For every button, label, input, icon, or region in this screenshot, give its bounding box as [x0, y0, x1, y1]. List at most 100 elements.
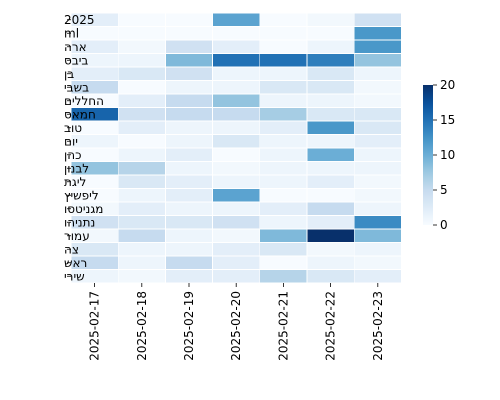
heatmap-cell: [212, 188, 261, 203]
heatmap-cell: [164, 215, 213, 230]
heatmap-cell: [353, 174, 402, 189]
heatmap-cell: [353, 26, 402, 41]
colorbar-tick-label: 10: [440, 148, 455, 162]
heatmap-cell: [212, 269, 261, 284]
heatmap-cell: [212, 12, 261, 27]
heatmap-cell: [353, 66, 402, 81]
heatmap-cell: [353, 242, 402, 257]
heatmap-cell: [164, 53, 213, 68]
heatmap-cell: [259, 12, 308, 27]
y-tick-label: בשבי: [64, 80, 89, 94]
colorbar: 0 5 10 15 20: [423, 78, 455, 232]
heatmap-cell: [212, 215, 261, 230]
heatmap-cell: [353, 161, 402, 176]
heatmap-cell: [259, 66, 308, 81]
heatmap-cell: [306, 39, 355, 54]
heatmap-cell: [306, 242, 355, 257]
heatmap-cell: [353, 39, 402, 54]
heatmap-cell: [117, 26, 166, 41]
heatmap-cells: [70, 12, 402, 284]
heatmap-cell: [212, 120, 261, 135]
heatmap-cell: [212, 201, 261, 216]
heatmap-cell: [117, 93, 166, 108]
heatmap-cell: [164, 161, 213, 176]
heatmap-cell: [117, 107, 166, 122]
heatmap-cell: [353, 107, 402, 122]
x-tick-label: 2025-02-21: [276, 291, 290, 361]
y-tick-labels: 2025mlארהביבסבןבשביהחלליםחמאסטוביוםכהןלב…: [64, 13, 104, 284]
heatmap-cell: [306, 134, 355, 149]
heatmap-cell: [117, 134, 166, 149]
heatmap-cell: [259, 215, 308, 230]
heatmap-cell: [117, 255, 166, 270]
heatmap-cell: [259, 93, 308, 108]
heatmap-cell: [117, 242, 166, 257]
y-tick-label: 2025: [64, 13, 95, 27]
heatmap-cell: [306, 53, 355, 68]
heatmap-cell: [117, 188, 166, 203]
heatmap-cell: [306, 201, 355, 216]
heatmap-cell: [259, 161, 308, 176]
heatmap-cell: [70, 134, 119, 149]
heatmap-cell: [306, 66, 355, 81]
colorbar-tick-label: 20: [440, 78, 455, 92]
y-tick-label: צה: [64, 242, 79, 256]
heatmap-cell: [212, 242, 261, 257]
heatmap-cell: [164, 66, 213, 81]
heatmap-cell: [353, 228, 402, 243]
heatmap-cell: [353, 134, 402, 149]
heatmap-cell: [306, 269, 355, 284]
heatmap-cell: [164, 80, 213, 95]
heatmap-cell: [353, 80, 402, 95]
heatmap-cell: [164, 242, 213, 257]
heatmap-cell: [259, 255, 308, 270]
heatmap-cell: [259, 201, 308, 216]
y-tick-label: ליפשיץ: [64, 188, 99, 202]
heatmap-cell: [306, 228, 355, 243]
y-tick-label: מגניטסו: [64, 202, 103, 216]
heatmap-cell: [117, 12, 166, 27]
heatmap-cell: [259, 80, 308, 95]
heatmap-cell: [164, 26, 213, 41]
heatmap-cell: [164, 93, 213, 108]
heatmap-cell: [353, 147, 402, 162]
heatmap-cell: [212, 66, 261, 81]
heatmap-cell: [117, 161, 166, 176]
heatmap-cell: [212, 93, 261, 108]
y-tick-label: טוב: [64, 121, 82, 135]
heatmap-cell: [164, 228, 213, 243]
heatmap-cell: [306, 161, 355, 176]
heatmap-cell: [259, 120, 308, 135]
colorbar-gradient: [423, 85, 433, 225]
heatmap-cell: [212, 53, 261, 68]
heatmap-cell: [164, 107, 213, 122]
heatmap-cell: [306, 80, 355, 95]
heatmap-cell: [117, 66, 166, 81]
y-tick-label: שירי: [64, 269, 85, 283]
y-tick-label: ליגת: [64, 175, 86, 189]
heatmap-cell: [259, 107, 308, 122]
heatmap-cell: [212, 147, 261, 162]
heatmap-cell: [353, 53, 402, 68]
heatmap-cell: [212, 174, 261, 189]
heatmap-cell: [212, 161, 261, 176]
heatmap-cell: [353, 93, 402, 108]
heatmap-cell: [164, 134, 213, 149]
heatmap-cell: [70, 66, 119, 81]
heatmap-cell: [117, 39, 166, 54]
heatmap-cell: [306, 120, 355, 135]
y-tick-label: יום: [64, 134, 78, 148]
heatmap-cell: [212, 107, 261, 122]
heatmap-cell: [306, 93, 355, 108]
heatmap-cell: [259, 39, 308, 54]
x-tick-label: 2025-02-22: [324, 291, 338, 361]
colorbar-tick-label: 5: [440, 183, 448, 197]
heatmap-cell: [306, 255, 355, 270]
heatmap-cell: [117, 228, 166, 243]
heatmap-cell: [306, 215, 355, 230]
heatmap-cell: [164, 12, 213, 27]
x-tick-label: 2025-02-23: [371, 291, 385, 361]
heatmap-cell: [259, 134, 308, 149]
heatmap-cell: [212, 80, 261, 95]
y-tick-label: ml: [64, 26, 79, 40]
